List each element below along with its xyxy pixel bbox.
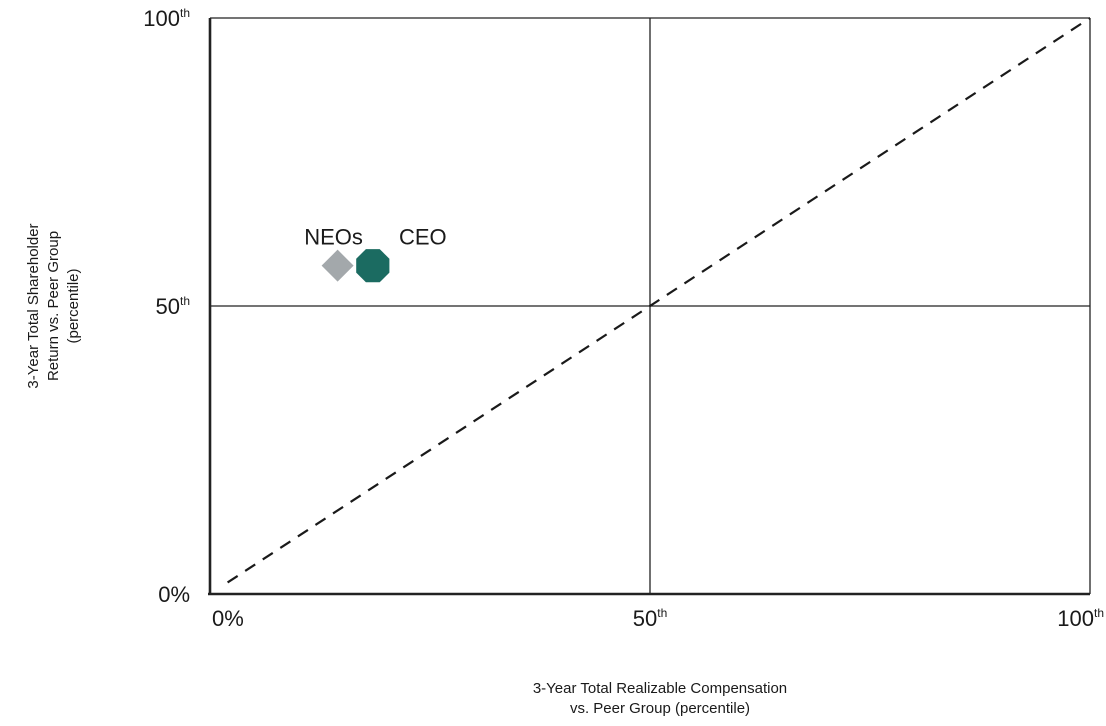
y-tick-label: 100th (143, 6, 190, 31)
plot-frame (208, 17, 1091, 596)
data-points: NEOs CEO (304, 225, 447, 283)
y-tick-label: 50th (156, 294, 191, 319)
axis-titles: 3-Year Total Realizable Compensation vs. … (25, 223, 787, 717)
x-tick-label: 0% (212, 606, 244, 631)
chart-lines (210, 17, 1091, 594)
diagonal-dashed-line (226, 17, 1091, 584)
tick-labels: 0% 50th 100th 0% 50th 100th (143, 6, 1104, 631)
neos-label: NEOs (304, 225, 363, 250)
neos-marker (321, 249, 354, 282)
x-tick-label: 50th (633, 606, 668, 631)
x-tick-label: 100th (1057, 606, 1104, 631)
y-axis-title: 3-Year Total Shareholder Return vs. Peer … (25, 223, 82, 388)
y-tick-label: 0% (158, 582, 190, 607)
ceo-marker (356, 249, 390, 283)
x-axis-title: 3-Year Total Realizable Compensation vs. … (533, 680, 787, 717)
ceo-label: CEO (399, 225, 447, 250)
